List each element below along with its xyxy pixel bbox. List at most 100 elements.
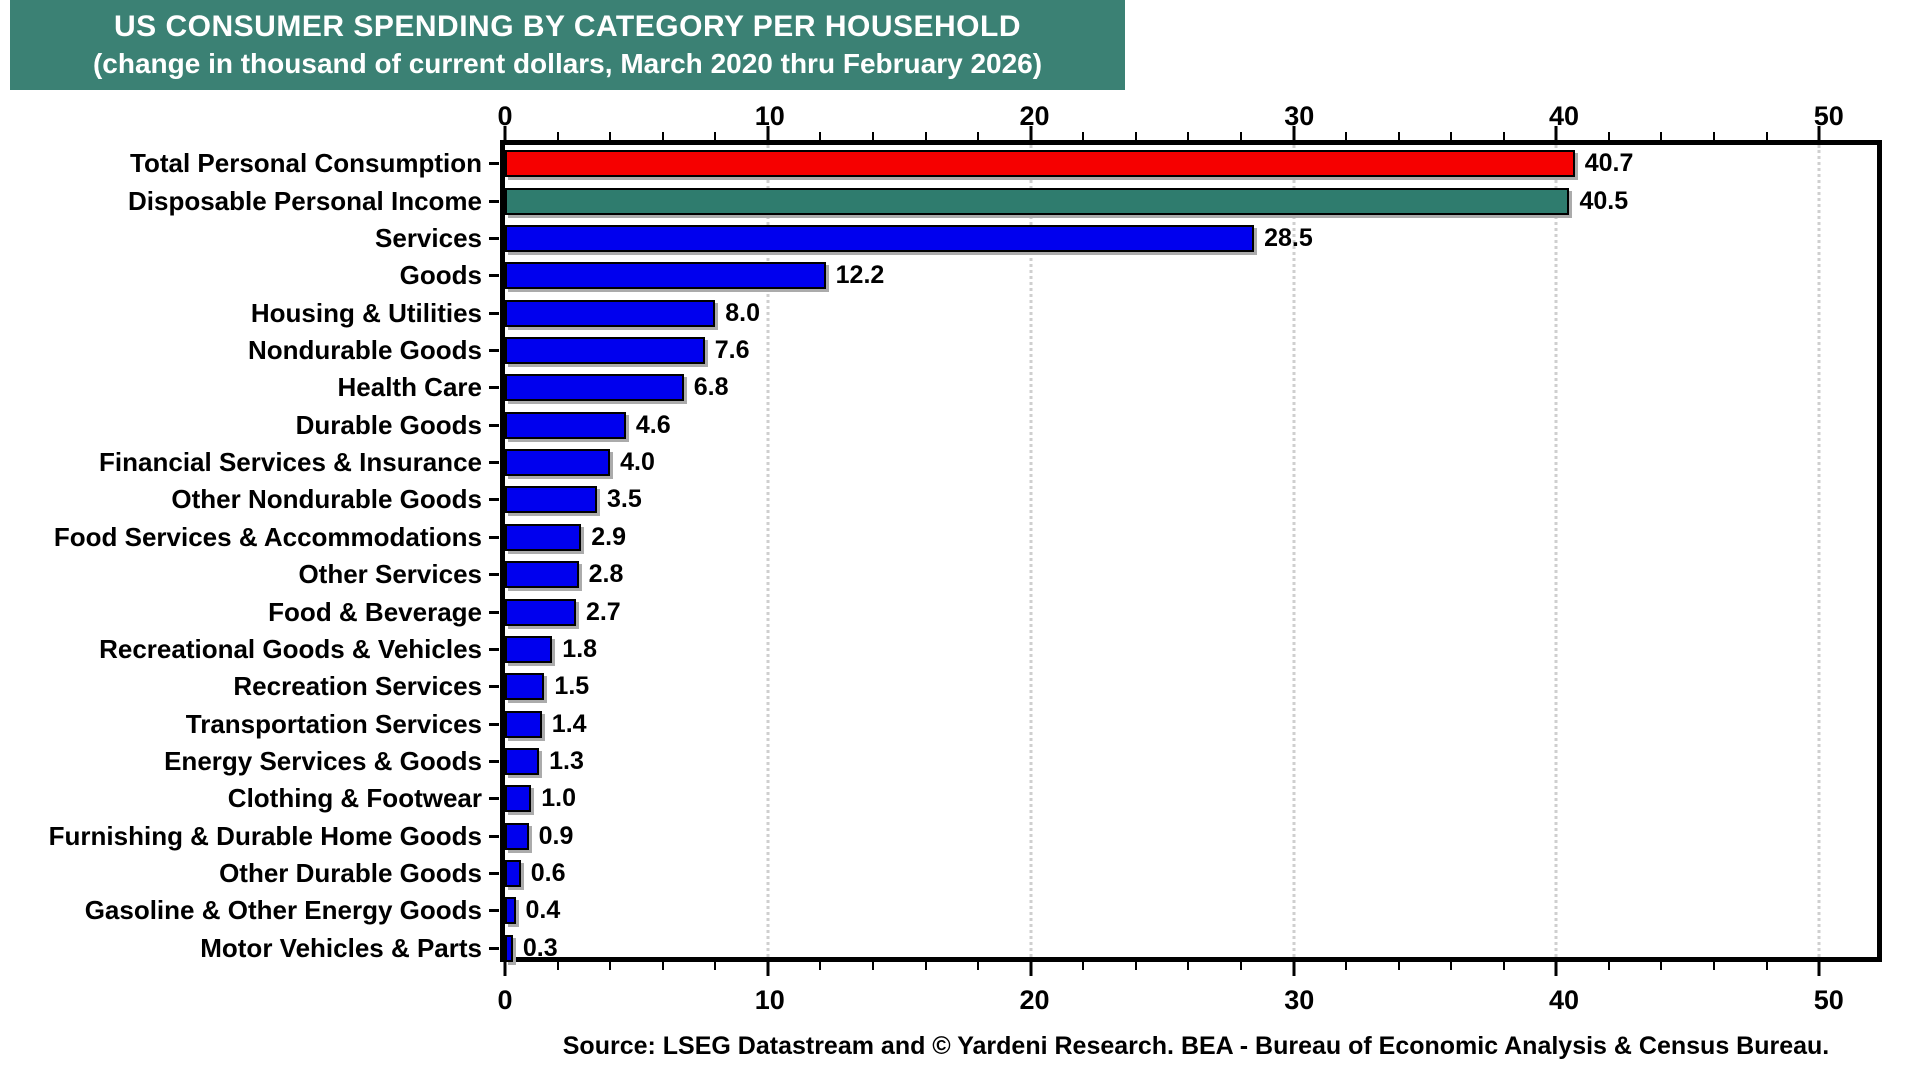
minor-tick — [1082, 132, 1085, 140]
y-axis-tick — [489, 349, 499, 352]
y-axis-tick — [489, 610, 499, 614]
y-axis-tick — [489, 685, 499, 689]
bar — [505, 337, 705, 364]
y-axis-tick — [489, 498, 499, 502]
minor-tick — [871, 962, 874, 970]
y-axis-tick — [489, 274, 499, 278]
category-label: Disposable Personal Income — [127, 185, 482, 216]
bar-value-label: 40.7 — [1584, 149, 1634, 178]
major-tick — [503, 126, 507, 140]
bar-value-label: 28.5 — [1264, 223, 1313, 252]
major-tick — [1554, 962, 1558, 976]
major-tick — [766, 962, 770, 976]
y-axis-tick — [489, 872, 499, 876]
bar-value-label: 1.3 — [549, 746, 584, 775]
minor-tick — [1397, 132, 1400, 140]
minor-tick — [1660, 132, 1663, 140]
x-axis-bottom-labels: 0 10 20 30 40 50 — [497, 982, 1887, 1018]
category-label: Housing & Utilities — [250, 297, 482, 328]
major-tick — [1292, 962, 1295, 976]
bar — [505, 860, 521, 888]
minor-tick — [1134, 132, 1137, 140]
minor-tick — [924, 962, 927, 970]
category-label: Other Services — [298, 559, 482, 590]
category-label: Nondurable Goods — [248, 334, 482, 365]
gridline — [766, 145, 770, 957]
bar — [505, 187, 1570, 215]
bar — [505, 822, 529, 850]
category-label: Goods — [399, 260, 482, 291]
major-tick — [766, 126, 770, 140]
bar — [505, 299, 716, 327]
major-tick — [503, 962, 507, 976]
minor-tick — [1187, 962, 1190, 970]
y-axis-tick — [489, 535, 499, 539]
y-axis-tick — [489, 162, 499, 166]
axis-tick-label: 40 — [1548, 101, 1580, 131]
bar-value-label: 40.5 — [1579, 186, 1629, 215]
minor-tick — [1134, 962, 1137, 970]
axis-tick-label: 40 — [1548, 985, 1580, 1015]
minor-tick — [1345, 962, 1348, 970]
minor-tick — [1713, 962, 1716, 970]
bar-value-label: 2.8 — [588, 560, 624, 589]
category-label: Clothing & Footwear — [227, 783, 482, 814]
category-label: Furnishing & Durable Home Goods — [48, 820, 482, 851]
source-note: Source: LSEG Datastream and © Yardeni Re… — [562, 1032, 1830, 1060]
y-axis-tick — [489, 722, 499, 726]
y-axis-tick — [489, 423, 499, 427]
y-axis-tick — [489, 909, 499, 913]
bar-value-label: 12.2 — [835, 261, 885, 290]
y-axis-tick — [489, 834, 499, 838]
bar — [505, 262, 826, 290]
axis-tick-label: 20 — [1019, 985, 1050, 1015]
minor-tick — [661, 132, 664, 140]
bar-value-label: 0.3 — [522, 933, 558, 962]
minor-tick — [1345, 132, 1348, 140]
category-label: Food Services & Accommodations — [53, 521, 482, 552]
minor-tick — [1713, 132, 1716, 140]
y-axis-tick — [489, 573, 499, 577]
category-label: Financial Services & Insurance — [99, 447, 482, 478]
minor-tick — [1660, 962, 1663, 970]
bar — [505, 224, 1255, 252]
axis-tick-label: 0 — [497, 985, 513, 1015]
minor-tick — [609, 132, 612, 140]
minor-tick — [977, 132, 980, 140]
bar — [505, 523, 582, 551]
axis-tick-label: 10 — [754, 985, 785, 1015]
minor-tick — [871, 132, 874, 140]
y-axis-tick — [489, 311, 499, 315]
minor-tick — [1765, 132, 1768, 140]
minor-tick — [1239, 962, 1242, 970]
bar — [505, 561, 579, 589]
minor-tick — [1607, 132, 1610, 140]
y-axis-tick — [489, 386, 499, 390]
minor-tick — [1397, 962, 1400, 970]
minor-tick — [819, 962, 822, 970]
category-label: Services — [375, 222, 482, 253]
bar — [505, 897, 516, 925]
major-tick — [1292, 126, 1295, 140]
minor-tick — [1765, 962, 1768, 970]
y-axis-category-labels: Total Personal Consumption Disposable Per… — [0, 145, 482, 967]
bar-value-label: 2.7 — [585, 597, 621, 626]
bar — [505, 748, 540, 775]
gridline — [1817, 145, 1821, 957]
category-label: Total Personal Consumption — [130, 148, 482, 179]
y-axis-tick — [489, 946, 499, 950]
bar — [505, 934, 513, 962]
bar — [505, 598, 576, 626]
y-axis-tick — [489, 199, 499, 203]
gridline — [1292, 145, 1295, 957]
minor-tick — [1187, 132, 1190, 140]
minor-tick — [556, 132, 559, 140]
chart-title: US CONSUMER SPENDING BY CATEGORY PER HOU… — [113, 10, 1021, 43]
x-axis-top-labels: 0 10 20 30 40 50 — [497, 98, 1887, 134]
bar-value-label: 3.5 — [606, 485, 642, 514]
gridline — [1554, 145, 1558, 957]
y-axis-tick — [489, 647, 499, 651]
category-label: Gasoline & Other Energy Goods — [84, 895, 482, 926]
bar — [505, 449, 611, 477]
minor-tick — [1082, 962, 1085, 970]
